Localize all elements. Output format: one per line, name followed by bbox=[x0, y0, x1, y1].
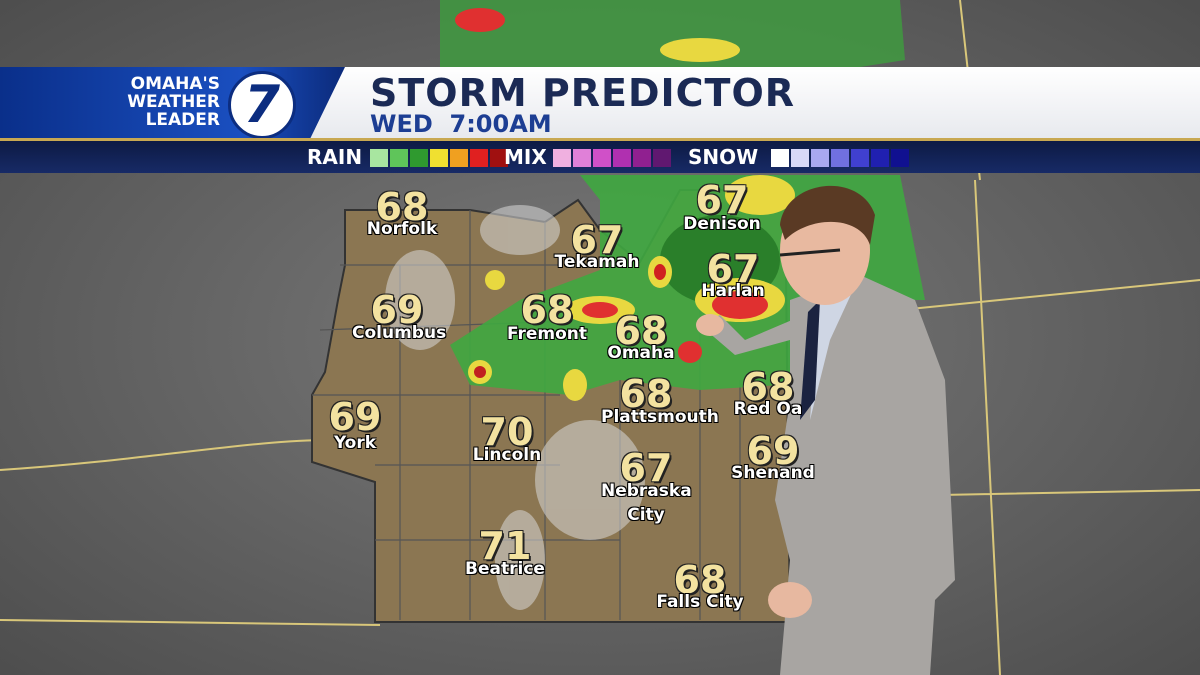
legend-swatch bbox=[553, 149, 571, 167]
city-name: Tekamah bbox=[554, 252, 640, 272]
legend-swatch bbox=[653, 149, 671, 167]
city-name: Nebraska City bbox=[601, 481, 692, 525]
legend-swatch bbox=[871, 149, 889, 167]
city-temp: 68 bbox=[741, 365, 795, 409]
brand: OMAHA'S WEATHER LEADER 7 bbox=[0, 67, 345, 139]
legend-label: RAIN bbox=[307, 145, 363, 169]
legend-swatch bbox=[811, 149, 829, 167]
legend-swatch bbox=[370, 149, 388, 167]
legend-swatch bbox=[831, 149, 849, 167]
legend-swatch bbox=[771, 149, 789, 167]
city-temp: 68 bbox=[614, 309, 668, 353]
city-name: Norfolk bbox=[366, 219, 438, 239]
city-temp: 67 bbox=[619, 446, 673, 490]
precip-legend: RAIN MIX SNOW bbox=[0, 141, 1200, 173]
city-temp: 67 bbox=[570, 218, 624, 262]
city-temp: 67 bbox=[695, 178, 749, 222]
legend-swatch bbox=[633, 149, 651, 167]
logo: 7 bbox=[228, 71, 296, 139]
legend-swatch bbox=[573, 149, 591, 167]
city-temp: 69 bbox=[328, 395, 382, 439]
legend-swatch bbox=[490, 149, 508, 167]
city-name: Denison bbox=[683, 214, 761, 234]
city-name: Columbus bbox=[352, 323, 447, 343]
brand-line: WEATHER bbox=[127, 92, 220, 112]
city-temp: 70 bbox=[480, 410, 534, 454]
city-temp: 67 bbox=[706, 247, 760, 291]
legend-swatch bbox=[430, 149, 448, 167]
presenter bbox=[696, 185, 955, 675]
legend-swatch bbox=[613, 149, 631, 167]
city-name: York bbox=[333, 433, 377, 453]
legend-label: SNOW bbox=[688, 145, 759, 169]
legend-swatch bbox=[470, 149, 488, 167]
header: OMAHA'S WEATHER LEADER 7 STORM PREDICTOR… bbox=[0, 67, 1200, 173]
divider bbox=[0, 138, 1200, 141]
city-name: Red Oa bbox=[733, 399, 803, 419]
city-name: Beatrice bbox=[465, 559, 545, 579]
city-temp: 69 bbox=[746, 429, 800, 473]
brand-line: LEADER bbox=[145, 110, 220, 130]
title: STORM PREDICTOR bbox=[370, 71, 796, 115]
legend-label: MIX bbox=[504, 145, 547, 169]
legend-swatch bbox=[410, 149, 428, 167]
city-temp: 68 bbox=[520, 288, 574, 332]
city-name: Plattsmouth bbox=[601, 407, 719, 427]
city-temp: 68 bbox=[375, 185, 429, 229]
city-temp: 69 bbox=[370, 288, 424, 332]
legend-swatch bbox=[891, 149, 909, 167]
legend-swatch bbox=[450, 149, 468, 167]
city-name: Omaha bbox=[607, 343, 675, 363]
city-temp: 68 bbox=[673, 558, 727, 602]
subtitle: WED 7:00AM bbox=[370, 110, 552, 138]
city-name: Falls City bbox=[656, 592, 744, 612]
city-name: Lincoln bbox=[472, 445, 542, 465]
city-name: Fremont bbox=[506, 324, 588, 344]
legend-swatch bbox=[593, 149, 611, 167]
city-name: Shenand bbox=[731, 463, 815, 483]
title-bar: STORM PREDICTOR WED 7:00AM bbox=[310, 67, 1200, 139]
city-temp: 68 bbox=[619, 372, 673, 416]
city-temp: 71 bbox=[478, 524, 532, 568]
legend-swatch bbox=[791, 149, 809, 167]
legend-swatch bbox=[390, 149, 408, 167]
legend-swatch bbox=[851, 149, 869, 167]
brand-line: OMAHA'S bbox=[130, 74, 220, 94]
city-name: Harlan bbox=[701, 281, 765, 301]
